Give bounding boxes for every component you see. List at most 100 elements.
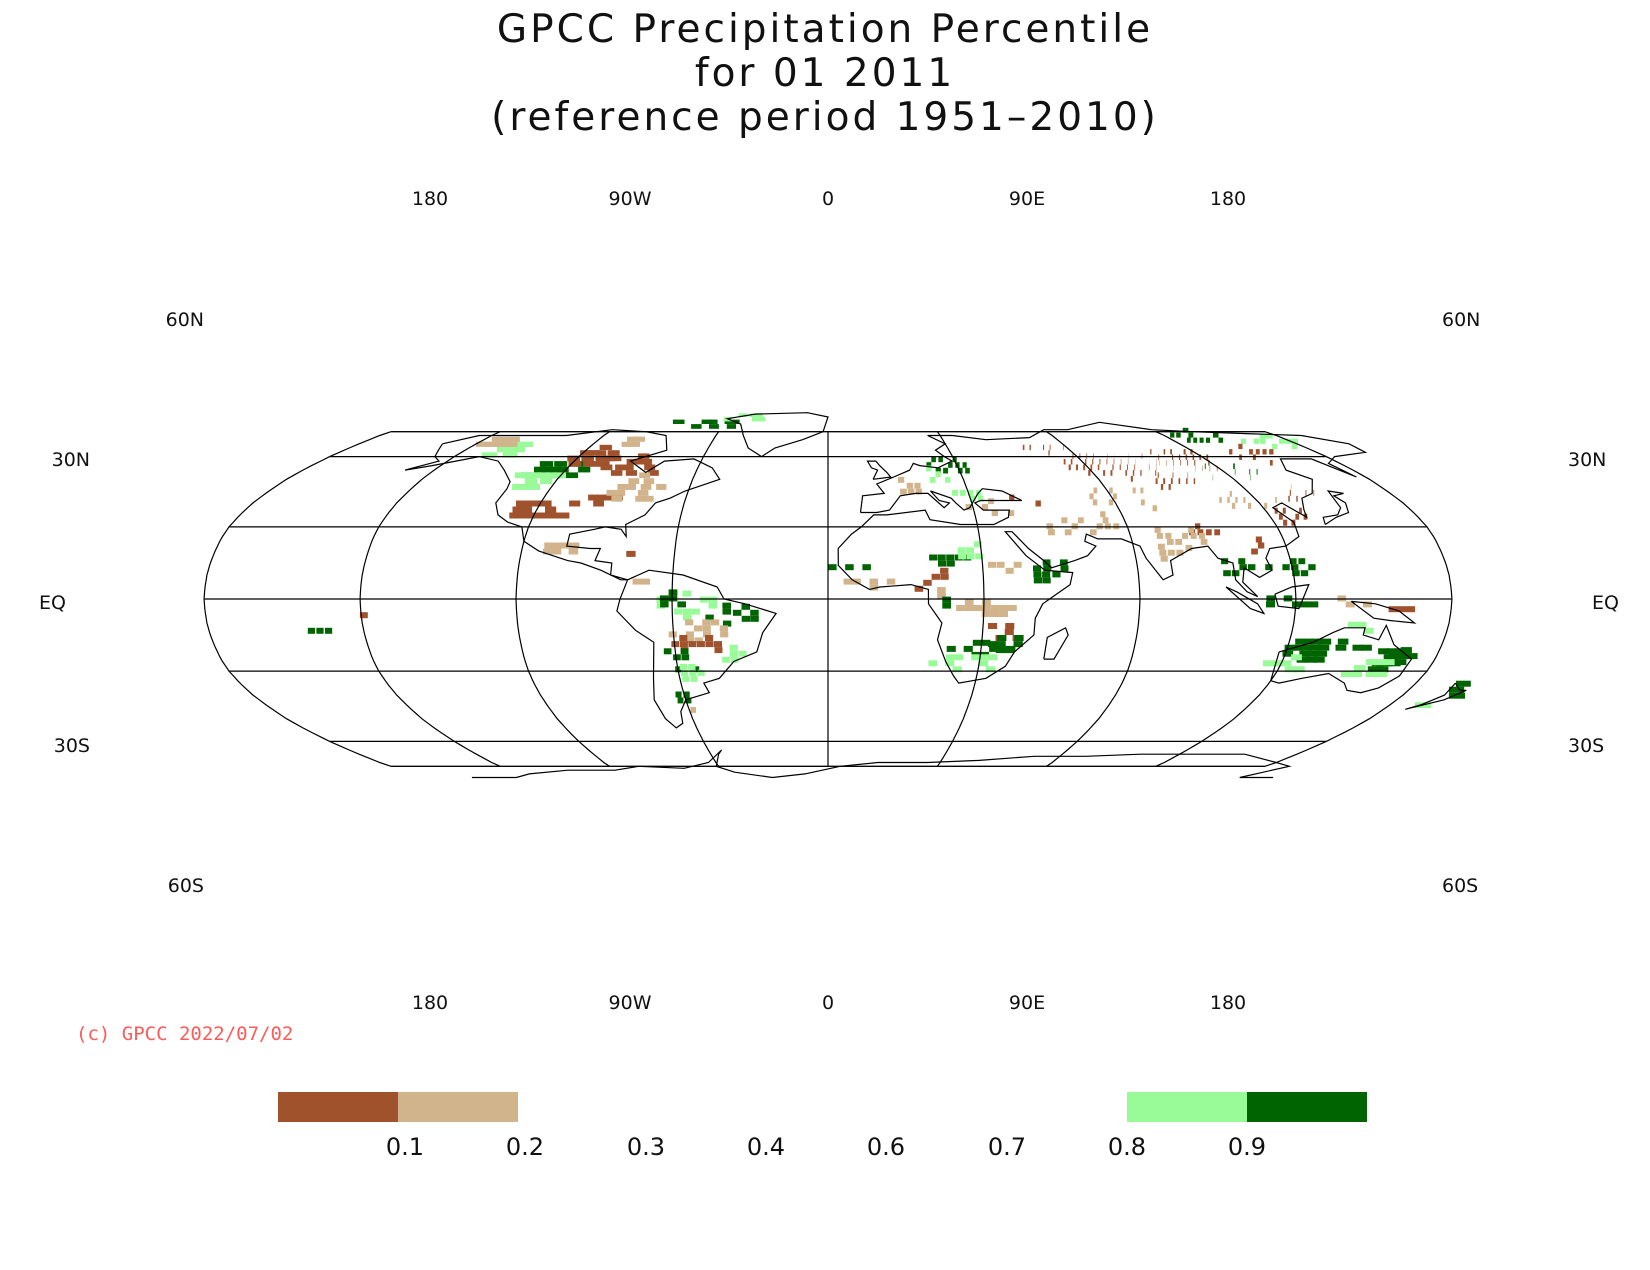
percentile-cell-very-wet bbox=[1389, 653, 1401, 660]
percentile-cell-dry bbox=[637, 489, 649, 496]
percentile-cell-very-wet bbox=[995, 647, 1005, 654]
percentile-cell-very-dry bbox=[1004, 629, 1014, 635]
percentile-cell-very-dry bbox=[588, 494, 600, 501]
percentile-cell-very-wet bbox=[534, 466, 547, 473]
percentile-cell-wet bbox=[957, 547, 966, 554]
percentile-cell-dry bbox=[1140, 487, 1144, 494]
percentile-cell-dry bbox=[1200, 538, 1208, 545]
percentile-cell-very-dry bbox=[509, 512, 521, 519]
percentile-cell-very-dry bbox=[713, 641, 722, 648]
percentile-cell-wet bbox=[974, 541, 982, 548]
percentile-cell-wet bbox=[1241, 438, 1247, 444]
percentile-cell-dry bbox=[569, 542, 580, 549]
percentile-cell-dry bbox=[635, 495, 646, 502]
percentile-cell-dry bbox=[1005, 567, 1014, 574]
percentile-cell-very-dry bbox=[1043, 444, 1045, 451]
percentile-cell-wet bbox=[1260, 438, 1266, 444]
longitude-line bbox=[671, 431, 720, 767]
percentile-cell-wet bbox=[967, 489, 974, 496]
percentile-cell-very-wet bbox=[750, 615, 759, 622]
percentile-cell-dry bbox=[690, 707, 696, 713]
percentile-cell-very-dry bbox=[1110, 470, 1113, 476]
percentile-cell-very-wet bbox=[307, 627, 315, 634]
percentile-cell-dry bbox=[1108, 499, 1114, 506]
percentile-cell-very-dry bbox=[671, 641, 680, 648]
percentile-cell-very-wet bbox=[1312, 638, 1323, 645]
percentile-cell-very-dry bbox=[593, 450, 607, 456]
percentile-cell-very-dry bbox=[1313, 489, 1315, 496]
percentile-cell-very-dry bbox=[525, 512, 537, 519]
title-line-1: GPCC Precipitation Percentile bbox=[496, 7, 1154, 52]
percentile-cell-wet bbox=[1271, 660, 1283, 667]
percentile-cell-very-wet bbox=[1170, 432, 1175, 438]
percentile-cell-very-dry bbox=[540, 500, 552, 507]
percentile-cell-very-wet bbox=[1398, 653, 1410, 660]
percentile-cell-very-wet bbox=[1265, 564, 1273, 571]
percentile-cell-dry bbox=[897, 477, 905, 483]
percentile-cell-very-wet bbox=[1033, 571, 1042, 578]
percentile-cell-wet bbox=[683, 614, 692, 621]
percentile-cell-very-wet bbox=[1234, 469, 1236, 475]
percentile-cell-very-wet bbox=[673, 654, 681, 661]
coastline-greenland bbox=[725, 412, 829, 458]
percentile-cell-very-dry bbox=[1262, 449, 1267, 455]
percentile-cell-wet bbox=[1349, 671, 1363, 678]
percentile-cell-dry bbox=[991, 510, 998, 517]
percentile-cell-very-dry bbox=[1009, 494, 1015, 501]
percentile-cell-very-dry bbox=[602, 455, 615, 462]
percentile-cell-dry bbox=[1190, 532, 1197, 539]
axis-labels: 180 90W 0 90E 180 180 90W 0 90E 180 60N … bbox=[39, 188, 1619, 1014]
percentile-cell-dry bbox=[502, 441, 518, 447]
percentile-cell-wet bbox=[985, 666, 996, 673]
legend-label: 0.3 bbox=[627, 1133, 665, 1161]
longitude-line bbox=[515, 431, 610, 767]
percentile-cell-very-dry bbox=[567, 455, 581, 462]
percentile-cell-very-wet bbox=[705, 614, 714, 621]
lat-label-right: EQ bbox=[1592, 592, 1619, 614]
percentile-cell-very-wet bbox=[938, 560, 947, 567]
percentile-cell-very-dry bbox=[931, 573, 940, 580]
percentile-cell-wet bbox=[682, 608, 692, 615]
percentile-cell-dry bbox=[869, 578, 879, 585]
percentile-cell-wet bbox=[975, 553, 984, 560]
percentile-cell-wet bbox=[1293, 666, 1305, 673]
percentile-cell-very-dry bbox=[940, 567, 949, 574]
percentile-cell-dry bbox=[686, 637, 695, 644]
percentile-cell-wet bbox=[512, 484, 525, 490]
percentile-cell-very-dry bbox=[1178, 454, 1181, 460]
percentile-cell-very-dry bbox=[1088, 470, 1091, 476]
percentile-cell-wet bbox=[935, 471, 941, 477]
percentile-cell-very-dry bbox=[923, 579, 932, 586]
percentile-cell-very-dry bbox=[607, 450, 620, 456]
percentile-cell-very-wet bbox=[1337, 638, 1349, 645]
percentile-cell-dry bbox=[906, 482, 913, 489]
percentile-cell-dry bbox=[1175, 538, 1183, 545]
percentile-cell-wet bbox=[952, 489, 959, 496]
percentile-cell-very-dry bbox=[1295, 513, 1300, 520]
percentile-cell-dry bbox=[611, 495, 623, 502]
percentile-cell-wet bbox=[544, 472, 558, 479]
percentile-cell-wet bbox=[959, 489, 966, 496]
percentile-cell-wet bbox=[1259, 433, 1267, 439]
bottom-lon-label: 180 bbox=[1210, 992, 1246, 1014]
coastline-antarctica bbox=[471, 749, 1292, 779]
percentile-cell-very-wet bbox=[952, 456, 957, 463]
lat-label-left: 60S bbox=[168, 875, 204, 897]
percentile-cell-very-wet bbox=[946, 645, 956, 652]
percentile-cell-very-wet bbox=[1013, 641, 1023, 648]
coastline-australia bbox=[1269, 623, 1413, 694]
bottom-lon-label: 180 bbox=[412, 992, 448, 1014]
percentile-cell-dry bbox=[1008, 605, 1017, 611]
percentile-cell-very-dry bbox=[622, 464, 634, 471]
percentile-cell-dry bbox=[640, 484, 652, 490]
percentile-cell-very-wet bbox=[1307, 650, 1319, 657]
percentile-cell-dry bbox=[1008, 510, 1015, 517]
longitude-line bbox=[1155, 431, 1297, 767]
percentile-cell-very-dry bbox=[1125, 470, 1127, 476]
percentile-cell-very-dry bbox=[1180, 460, 1181, 466]
percentile-cell-very-wet bbox=[1187, 437, 1191, 443]
percentile-cell-wet bbox=[537, 472, 551, 479]
percentile-cell-very-wet bbox=[541, 466, 555, 473]
percentile-cell-very-dry bbox=[1083, 464, 1085, 471]
percentile-cell-wet bbox=[730, 650, 738, 657]
